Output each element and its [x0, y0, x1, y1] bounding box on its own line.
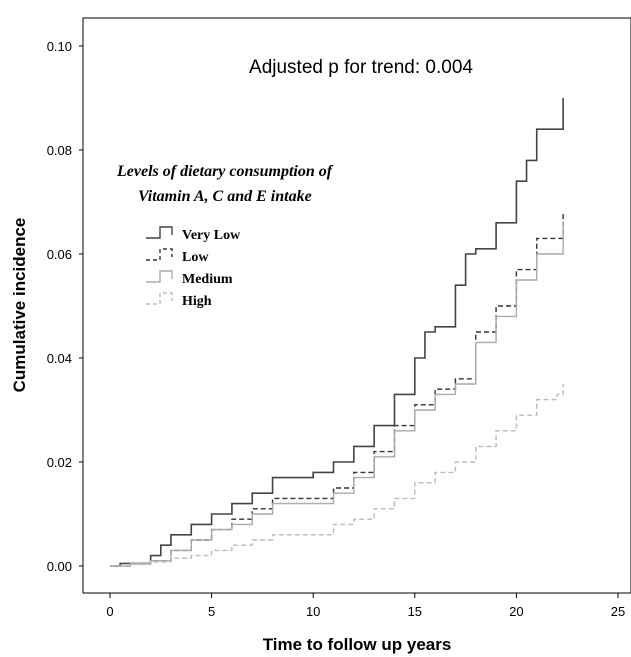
x-tick-label: 0 — [106, 604, 113, 619]
plot-frame — [82, 17, 631, 594]
legend-swatch-very-low — [146, 226, 173, 239]
x-tick-label: 5 — [208, 604, 215, 619]
legend-label-high: High — [182, 294, 212, 309]
legend-label-very-low: Very Low — [182, 228, 241, 243]
y-tick-label: 0.10 — [47, 39, 72, 54]
y-tick-label: 0.04 — [47, 351, 72, 366]
legend-title-line-2: Vitamin A, C and E intake — [138, 188, 312, 205]
legend-swatch-low — [146, 248, 173, 261]
legend: Very Low Low Medium High — [146, 226, 241, 309]
legend-title-line-1: Levels of dietary consumption of — [116, 163, 334, 180]
x-axis-title: Time to follow up years — [263, 635, 452, 654]
legend-swatch-medium — [146, 270, 173, 283]
series-line-medium — [110, 222, 564, 567]
y-axis-ticks: 0.00 0.02 0.04 0.06 0.08 0.10 — [47, 39, 83, 574]
x-tick-label: 15 — [408, 604, 422, 619]
y-axis-title: Cumulative incidence — [10, 218, 29, 393]
y-tick-label: 0.02 — [47, 455, 72, 470]
y-tick-label: 0.00 — [47, 559, 72, 574]
x-axis-ticks: 0 5 10 15 20 25 — [106, 593, 625, 619]
series-line-high — [110, 384, 564, 567]
legend-swatch-high — [146, 292, 173, 305]
x-tick-label: 10 — [306, 604, 320, 619]
x-tick-label: 25 — [611, 604, 625, 619]
y-tick-label: 0.06 — [47, 247, 72, 262]
series-line-low — [110, 212, 564, 567]
legend-label-low: Low — [182, 250, 209, 265]
series-layer — [110, 98, 564, 567]
y-tick-label: 0.08 — [47, 143, 72, 158]
series-line-very-low — [110, 98, 564, 567]
trend-annotation: Adjusted p for trend: 0.004 — [249, 57, 473, 78]
legend-label-medium: Medium — [182, 272, 233, 287]
x-tick-label: 20 — [509, 604, 523, 619]
